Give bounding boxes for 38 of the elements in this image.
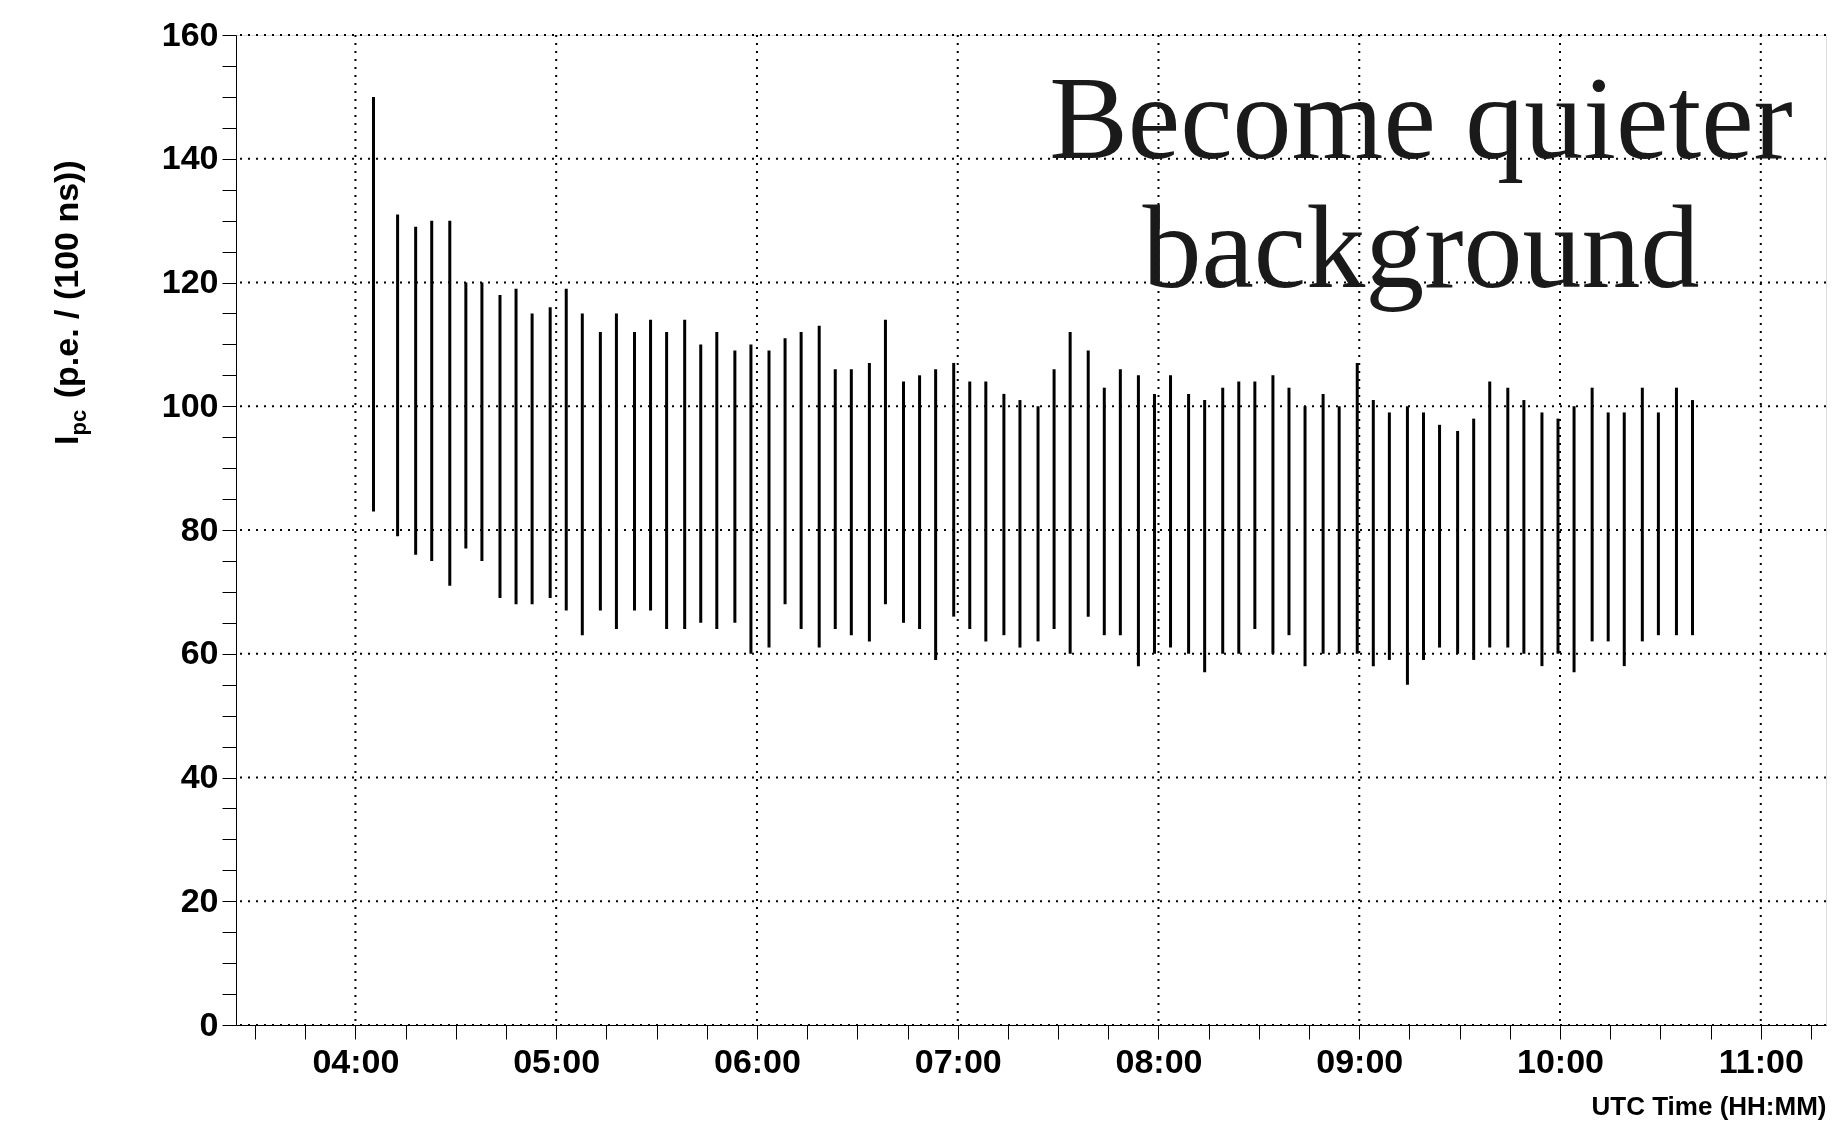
bar (1287, 387, 1291, 636)
bar (767, 350, 771, 648)
x-tick-label: 04:00 (312, 1041, 400, 1080)
x-tick-label: 05:00 (513, 1041, 601, 1080)
bar (1590, 387, 1594, 642)
bar (1086, 350, 1090, 617)
bar (1606, 412, 1610, 642)
bar (1102, 387, 1106, 636)
y-tick-label: 80 (180, 509, 219, 548)
y-tick-label: 20 (180, 880, 219, 919)
bar (448, 220, 452, 586)
annotation: Become quieter background (1049, 53, 1793, 313)
bar (1472, 418, 1476, 660)
y-tick-label: 0 (199, 1004, 219, 1043)
y-tick-label: 60 (180, 633, 219, 672)
x-tick-label: 06:00 (713, 1041, 801, 1080)
y-tick-label: 100 (161, 385, 219, 424)
y-tick-label: 40 (180, 757, 219, 795)
bar (984, 381, 988, 642)
y-tick-label: 140 (161, 138, 219, 177)
bar (1488, 381, 1492, 648)
bar (1118, 369, 1122, 636)
y-tick-label: 120 (161, 262, 219, 300)
bar (614, 313, 618, 629)
bar (968, 381, 972, 629)
y-tick-label: 160 (161, 14, 219, 53)
x-axis-title: UTC Time (HH:MM) (1591, 1090, 1827, 1121)
bar (598, 332, 602, 611)
bar (1622, 412, 1626, 667)
y-axis-title: Ipc (p.e. / (100 ns)) (47, 160, 91, 445)
x-tick-label: 11:00 (1718, 1041, 1804, 1080)
x-tick-label: 09:00 (1316, 1041, 1404, 1080)
x-tick-label: 07:00 (914, 1041, 1002, 1080)
x-tick-label: 08:00 (1115, 1041, 1203, 1080)
bar (783, 338, 787, 605)
bar (952, 362, 956, 617)
bar (799, 332, 803, 629)
x-tick-label: 10:00 (1517, 1041, 1604, 1080)
